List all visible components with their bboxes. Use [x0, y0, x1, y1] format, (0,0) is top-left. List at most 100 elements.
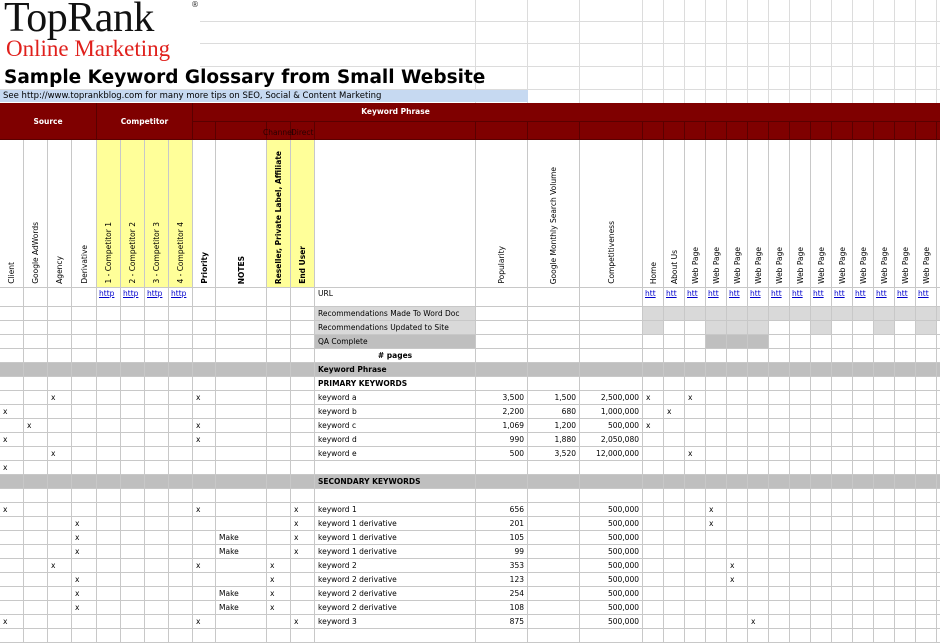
cell [853, 377, 874, 391]
column-label: Web Page [816, 247, 826, 284]
cell [832, 461, 853, 475]
cell [790, 573, 811, 587]
cell [685, 405, 706, 419]
cell [874, 307, 895, 321]
cell [121, 601, 145, 615]
cell [916, 489, 937, 503]
cell [769, 433, 790, 447]
cell [267, 321, 291, 335]
cell-text: keyword 1 derivative [318, 547, 397, 556]
cell [685, 377, 706, 391]
cell [48, 377, 72, 391]
cell-text: keyword 2 derivative [318, 589, 397, 598]
cell [895, 321, 916, 335]
column-header: 2 - Competitor 2 [121, 140, 145, 288]
cell [121, 475, 145, 489]
cell [216, 615, 267, 629]
column-header: Web Page [916, 140, 937, 288]
cell [291, 587, 315, 601]
cell [643, 503, 664, 517]
cell [476, 629, 528, 643]
cell: 2,050,080 [580, 433, 643, 447]
cell [706, 433, 727, 447]
link[interactable]: http [171, 289, 187, 298]
cell: x [72, 531, 97, 545]
cell [145, 349, 169, 363]
link[interactable]: htt [750, 289, 761, 298]
cell [895, 531, 916, 545]
link[interactable]: http [123, 289, 139, 298]
cell [580, 288, 643, 307]
cell [706, 531, 727, 545]
cell: keyword b [315, 405, 476, 419]
cell [874, 321, 895, 335]
cell [580, 307, 643, 321]
link[interactable]: htt [771, 289, 782, 298]
cell: 201 [476, 517, 528, 531]
cell [528, 573, 580, 587]
link[interactable]: htt [855, 289, 866, 298]
cell [790, 517, 811, 531]
cell: http [121, 288, 145, 307]
cell [580, 321, 643, 335]
cell [24, 587, 48, 601]
cell [790, 531, 811, 545]
cell [216, 349, 267, 363]
cell [267, 489, 291, 503]
cell: x [643, 391, 664, 405]
grid-line [789, 0, 790, 103]
cell [664, 573, 685, 587]
grid-line [200, 43, 940, 44]
link[interactable]: http [147, 289, 163, 298]
cell-text: x [730, 561, 735, 570]
column-label: Web Page [879, 247, 889, 284]
cell [916, 419, 937, 433]
column-label: Web Page [900, 247, 910, 284]
cell [476, 461, 528, 475]
link[interactable]: http [99, 289, 115, 298]
cell [853, 629, 874, 643]
link[interactable]: htt [834, 289, 845, 298]
cell: htt [811, 288, 832, 307]
cell: 12,000,000 [580, 447, 643, 461]
link[interactable]: htt [729, 289, 740, 298]
cell [895, 601, 916, 615]
link[interactable]: htt [813, 289, 824, 298]
link[interactable]: htt [666, 289, 677, 298]
cell [48, 288, 72, 307]
cell [643, 321, 664, 335]
cell [727, 391, 748, 405]
cell-text: x [196, 561, 201, 570]
link[interactable]: htt [645, 289, 656, 298]
sheet-subtitle: See http://www.toprankblog.com for many … [0, 90, 528, 102]
cell [528, 461, 580, 475]
header-cell [790, 122, 811, 140]
link[interactable]: htt [876, 289, 887, 298]
cell: htt [853, 288, 874, 307]
link[interactable]: htt [708, 289, 719, 298]
cell [48, 587, 72, 601]
cell [0, 419, 24, 433]
cell [267, 419, 291, 433]
cell [121, 391, 145, 405]
cell [169, 321, 193, 335]
cell [48, 615, 72, 629]
cell: Make [216, 531, 267, 545]
cell [121, 559, 145, 573]
cell [145, 573, 169, 587]
cell [97, 503, 121, 517]
link[interactable]: htt [918, 289, 929, 298]
cell [528, 629, 580, 643]
cell [664, 545, 685, 559]
link[interactable]: htt [687, 289, 698, 298]
link[interactable]: htt [792, 289, 803, 298]
cell [832, 573, 853, 587]
link[interactable]: htt [897, 289, 908, 298]
cell-text: x [3, 407, 8, 416]
cell [727, 405, 748, 419]
cell [97, 335, 121, 349]
cell-text: x [294, 505, 299, 514]
grid-line [810, 0, 811, 103]
cell [476, 307, 528, 321]
